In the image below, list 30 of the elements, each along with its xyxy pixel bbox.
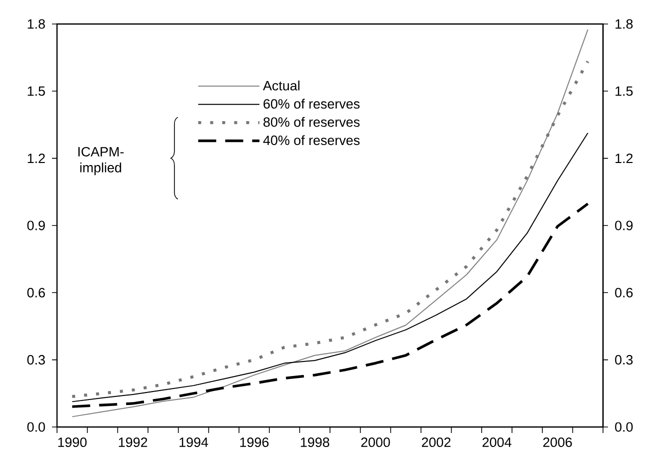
line-series [72, 132, 588, 402]
x-tick-label: 2004 [482, 438, 512, 448]
y-tick-label: 1.8 [28, 19, 45, 29]
line-series [70, 202, 590, 408]
y-tick-label: 0.9 [27, 220, 45, 230]
x-tick-label: 1994 [180, 438, 208, 448]
legend-label: 60% of reserves [264, 98, 360, 109]
legend-label: 40% of reserves [263, 135, 360, 146]
x-tick-label: 1990 [58, 438, 87, 448]
y2-tick-label: 1.2 [616, 154, 633, 164]
y-tick-label: 0.6 [27, 288, 45, 298]
y-tick-label: 1.5 [28, 86, 45, 96]
y2-tick-label: 0.0 [615, 422, 633, 432]
legend-label: Actual [262, 80, 300, 90]
x-tick-label: 2002 [422, 438, 450, 448]
y-tick-label: 0.0 [27, 422, 45, 432]
y2-tick-label: 0.3 [615, 355, 633, 365]
annotation: ICAPM-implied [78, 146, 124, 176]
x-tick-label: 1998 [300, 438, 330, 448]
y2-tick-label: 1.5 [616, 86, 633, 96]
y-tick-label: 0.3 [27, 355, 45, 365]
y2-tick-label: 1.8 [616, 19, 633, 29]
y-tick-label: 1.2 [28, 154, 45, 164]
x-tick-label: 2000 [361, 438, 390, 448]
legend-label: 80% of reserves [263, 116, 360, 127]
y2-tick-label: 0.6 [615, 288, 633, 298]
y2-tick-label: 0.9 [615, 220, 633, 230]
x-tick-label: 1992 [118, 438, 148, 448]
x-tick-label: 2006 [543, 438, 572, 448]
x-tick-label: 1996 [240, 438, 269, 448]
